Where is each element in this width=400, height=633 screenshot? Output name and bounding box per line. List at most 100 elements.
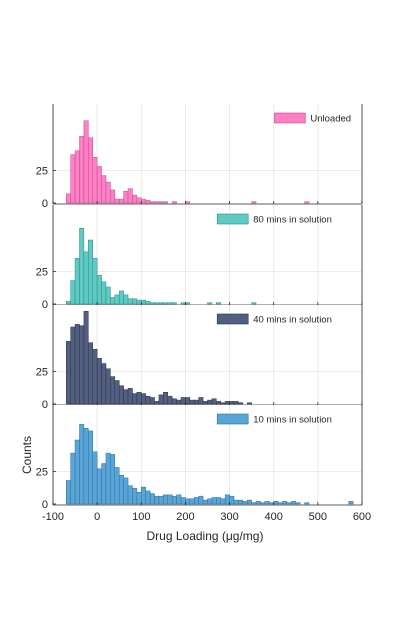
histogram-bar [180,302,186,305]
histogram-bar [136,299,142,305]
histogram-bar [185,201,191,204]
histogram-bar [141,486,146,505]
histogram-bar [96,358,102,405]
histogram-bar [149,201,155,204]
histogram-bar [136,492,142,505]
histogram-bar [127,485,133,505]
histogram-bar [348,501,354,505]
histogram-bar [118,475,124,505]
histogram-bar [105,368,111,405]
histogram-bar [127,298,133,305]
histogram-bar [96,166,102,204]
histogram-bar [224,401,230,405]
histogram-bar [185,397,191,405]
histogram-bar [123,477,129,505]
histogram-bar [171,398,177,405]
histogram-bar [114,198,120,204]
histogram-bar [216,497,221,505]
histogram-bar [185,498,191,505]
histogram-bar [65,193,71,204]
histogram-bar [105,452,111,505]
histogram-bar [132,393,138,405]
histogram-bar [216,302,221,305]
histogram-bar [105,286,111,305]
histogram-bar [141,393,146,405]
histogram-bar [136,392,142,405]
histogram-bar [92,258,98,305]
histogram-bar [118,290,124,305]
histogram-bar [163,392,169,405]
histogram-bar [158,495,164,505]
histogram-bar [194,497,199,505]
histogram-bar [233,499,239,505]
histogram-bar [83,428,89,505]
histogram-bar [118,385,124,405]
legend-swatch [216,413,249,425]
histogram-bar [202,499,208,505]
x-tick-label: 100 [132,511,150,523]
histogram-bar [149,397,155,405]
histogram-bar [114,467,120,505]
histogram-bar [114,294,120,305]
histogram-panel: 0 25 10 mins in solution [36,405,363,511]
histogram-bar [167,302,173,305]
histogram-bar [145,490,151,505]
legend-label: Unloaded [310,114,351,125]
histogram-bar [163,302,169,305]
histogram-bar [92,348,98,405]
y-tick-label: 25 [36,266,48,278]
histogram-bar [176,494,182,505]
histogram-bar [224,494,230,505]
histogram-bar [118,198,124,204]
histogram-bar [127,388,133,405]
histogram-bar [304,201,310,204]
histogram-bar [149,493,155,505]
histogram-bar [171,495,177,505]
histogram-bar [145,301,151,305]
histogram-bar [136,197,142,204]
histogram-bar [238,402,244,405]
histogram-bar [246,499,252,505]
legend: 80 mins in solution [216,213,332,226]
histogram-bar [96,468,102,505]
histogram-bar [198,397,204,405]
histogram-bar [163,201,169,204]
histogram-bar [185,302,191,305]
histogram-bar [167,494,173,505]
histogram-bar [79,228,85,305]
histogram-bar [286,502,292,505]
x-tick-label: 300 [220,511,238,523]
histogram-bar [154,302,160,305]
histogram-bar [207,399,213,405]
histogram-bar [229,495,235,505]
histogram-bar [304,502,310,505]
histogram-bar [92,157,98,204]
histogram-bar [74,258,80,305]
histogram-panel: 0 25 40 mins in solution [36,305,363,411]
legend-label: 40 mins in solution [253,315,332,326]
histogram-bar [238,499,244,505]
histogram-bar [216,401,221,405]
x-tick-label: 200 [176,511,194,523]
histogram-bar [145,200,151,204]
histogram-bar [269,502,274,505]
histogram-bar [132,298,138,305]
histogram-bar [154,201,160,204]
histogram-bar [229,401,235,405]
histogram-bar [273,501,279,505]
y-tick-label: 0 [42,299,48,311]
histogram-bar [220,402,226,405]
histogram-bar [141,198,146,204]
histogram-bar [79,424,85,505]
histogram-bar [110,189,116,204]
histogram-bar [65,341,71,405]
histogram-bar [295,502,301,505]
legend-label: 10 mins in solution [253,415,332,426]
histogram-bar [88,342,93,405]
histogram-bar [127,188,133,204]
y-axis-label: Counts [20,436,34,474]
legend-label: 80 mins in solution [253,215,332,226]
histogram-bar [88,239,93,305]
histogram-bar [96,275,102,305]
